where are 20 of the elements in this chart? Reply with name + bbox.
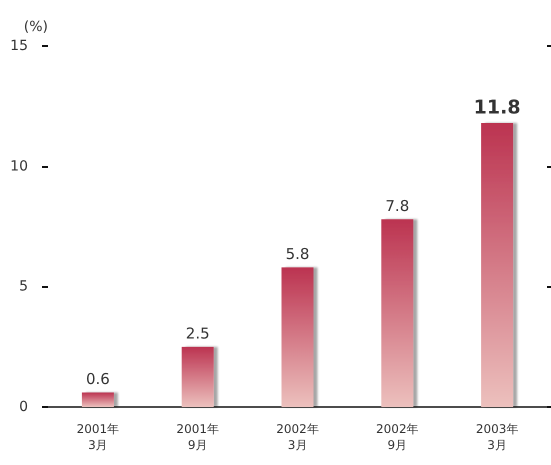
- bar: [381, 219, 414, 407]
- bar: [82, 392, 114, 407]
- data-label: 2.5: [186, 324, 210, 342]
- y-tick-label: 10: [10, 158, 28, 174]
- y-tick-label: 15: [10, 38, 28, 54]
- data-label: 0.6: [86, 370, 110, 388]
- y-tick-label: 5: [19, 278, 28, 295]
- data-label: 11.8: [474, 96, 521, 119]
- x-tick-label: 2003年 3月: [476, 422, 518, 452]
- x-tick-label: 2002年 9月: [376, 422, 419, 452]
- bar: [481, 123, 514, 407]
- data-label: 5.8: [286, 244, 310, 263]
- x-tick-label: 2001年 9月: [176, 422, 219, 452]
- bar: [182, 346, 214, 407]
- x-tick-label: 2001年 3月: [76, 422, 120, 452]
- y-tick-label: 0: [19, 399, 28, 415]
- data-label: 7.8: [385, 196, 410, 215]
- bar: [282, 267, 314, 407]
- x-tick-label: 2002年 3月: [276, 422, 319, 452]
- y-axis-title: (%): [24, 19, 48, 35]
